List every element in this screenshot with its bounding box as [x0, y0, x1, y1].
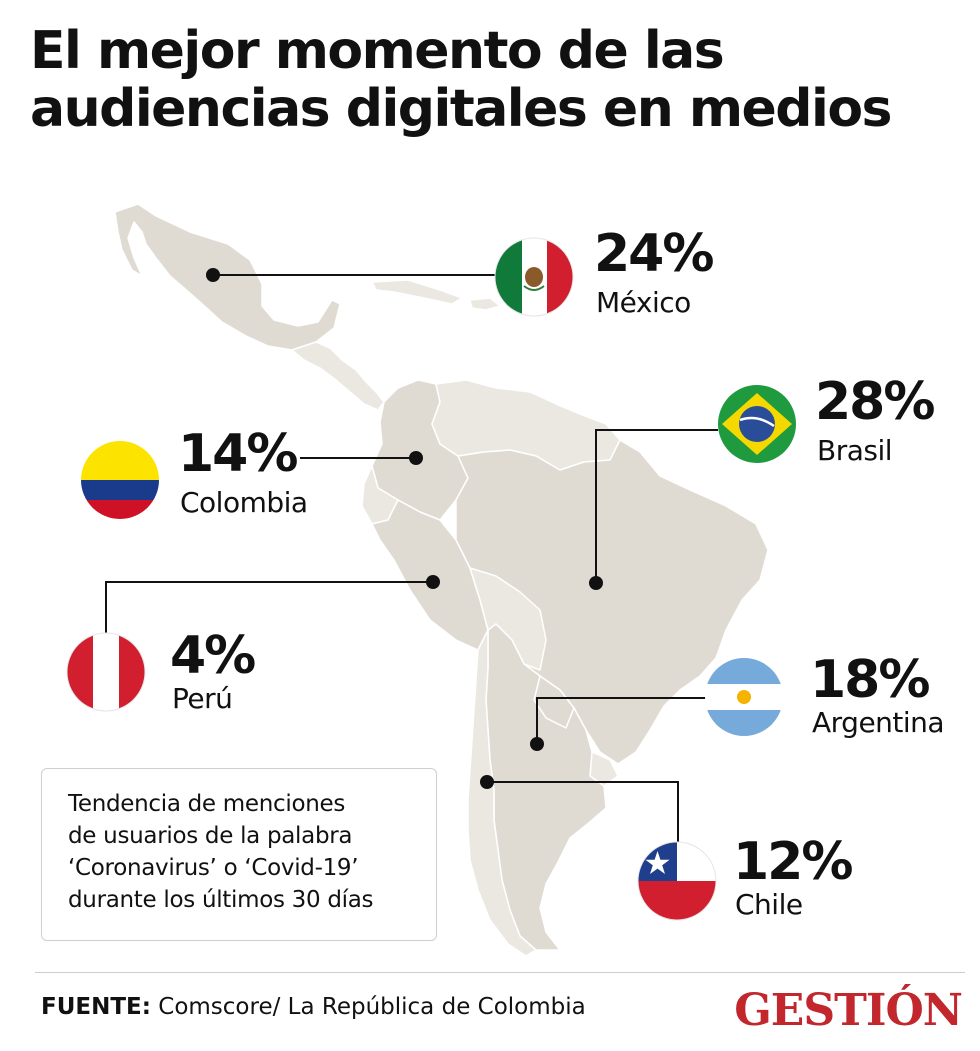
leader-chile	[487, 781, 679, 842]
value-peru: 4%	[170, 626, 256, 686]
location-dots	[206, 268, 603, 789]
value-argentina: 18%	[810, 650, 930, 710]
mexico-flag-icon	[494, 237, 574, 317]
footer-divider	[35, 972, 965, 973]
value-mexico: 24%	[594, 224, 714, 284]
peru-flag-icon	[66, 632, 146, 712]
dot-mexico	[206, 268, 220, 282]
bolivia-land	[469, 567, 547, 671]
hispaniola-land	[469, 297, 501, 311]
note-line-2: de usuarios de la palabra	[68, 823, 353, 849]
central-america-land	[291, 341, 385, 411]
leader-argentina	[536, 697, 706, 744]
leader-lines	[105, 274, 718, 842]
brasil-flag-icon	[718, 385, 796, 463]
title-line-2: audiencias digitales en medios	[30, 79, 893, 139]
value-brasil: 28%	[815, 372, 935, 432]
value-chile: 12%	[733, 832, 853, 892]
leader-peru	[105, 581, 433, 636]
source-line: FUENTE: Comscore/ La República de Colomb…	[41, 994, 586, 1020]
label-argentina: Argentina	[812, 706, 945, 739]
note-line-1: Tendencia de menciones	[68, 791, 346, 817]
dot-argentina	[530, 737, 544, 751]
cuba-land	[371, 279, 463, 305]
colombia-flag-icon	[81, 441, 159, 519]
source-label: FUENTE:	[41, 994, 151, 1020]
leader-brasil	[595, 429, 718, 583]
chile-land	[467, 629, 537, 957]
label-colombia: Colombia	[180, 486, 308, 519]
dot-peru	[426, 575, 440, 589]
chile-flag-icon	[637, 841, 717, 921]
dot-colombia	[409, 451, 423, 465]
page-title: El mejor momento de las audiencias digit…	[30, 22, 970, 138]
note-line-3: ‘Coronavirus’ o ‘Covid-19’	[68, 855, 359, 881]
note-line-4: durante los últimos 30 días	[68, 887, 374, 913]
dot-brasil	[589, 576, 603, 590]
label-peru: Perú	[172, 682, 233, 715]
mexico-land	[114, 203, 341, 351]
argentina-flag-icon	[705, 658, 783, 736]
gestion-logo: GESTIÓN	[734, 985, 963, 1036]
source-text: Comscore/ La República de Colombia	[158, 994, 586, 1020]
dot-chile	[480, 775, 494, 789]
land-masses	[114, 203, 769, 957]
label-brasil: Brasil	[817, 434, 893, 467]
label-mexico: México	[596, 286, 691, 319]
label-chile: Chile	[735, 888, 803, 921]
value-colombia: 14%	[178, 424, 298, 484]
title-line-1: El mejor momento de las	[30, 21, 725, 81]
note-box: Tendencia de menciones de usuarios de la…	[41, 768, 437, 941]
